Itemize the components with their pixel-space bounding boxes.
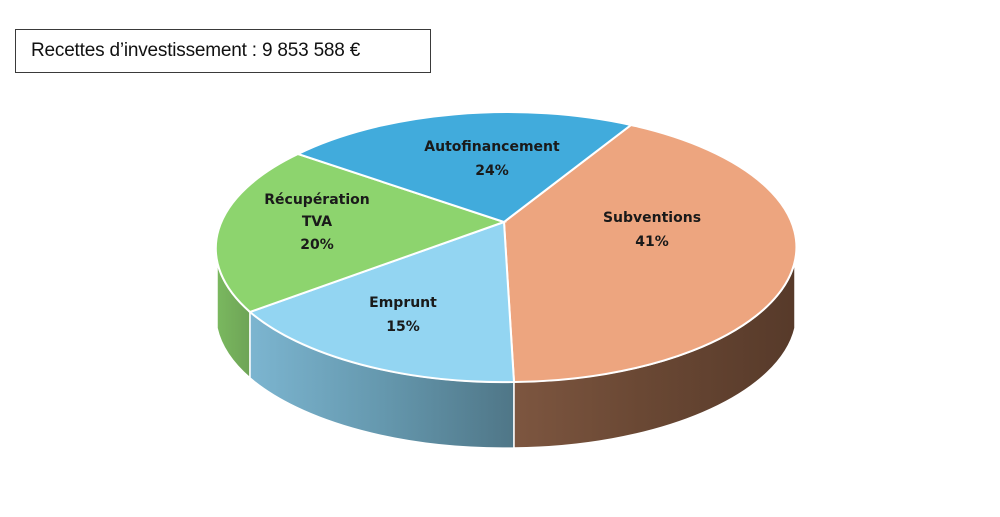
chart-title-box: Recettes d’investissement : 9 853 588 €: [15, 29, 431, 73]
label-recuperation-pct: 20%: [300, 237, 334, 253]
slice-recuperation-tva[interactable]: [214, 152, 508, 314]
label-emprunt-pct: 15%: [386, 319, 420, 335]
slice-emprunt[interactable]: [248, 220, 516, 384]
label-autofinancement: Autofinancement 24%: [424, 139, 560, 179]
chart-title: Recettes d’investissement : 9 853 588 €: [31, 40, 361, 61]
label-recuperation-name: Récupération: [264, 192, 370, 208]
label-subventions-name: Subventions: [603, 210, 701, 226]
label-recuperation-name-2: TVA: [302, 214, 332, 230]
label-autofinancement-pct: 24%: [475, 163, 509, 179]
label-autofinancement-name: Autofinancement: [424, 139, 560, 155]
slice-autofinancement[interactable]: [295, 111, 634, 224]
slice-subventions[interactable]: [502, 123, 798, 384]
label-emprunt-name: Emprunt: [369, 295, 437, 311]
label-subventions-pct: 41%: [635, 234, 669, 250]
label-subventions: Subventions 41%: [603, 210, 701, 250]
label-recuperation-tva: Récupération TVA 20%: [264, 192, 370, 253]
label-emprunt: Emprunt 15%: [369, 295, 437, 335]
